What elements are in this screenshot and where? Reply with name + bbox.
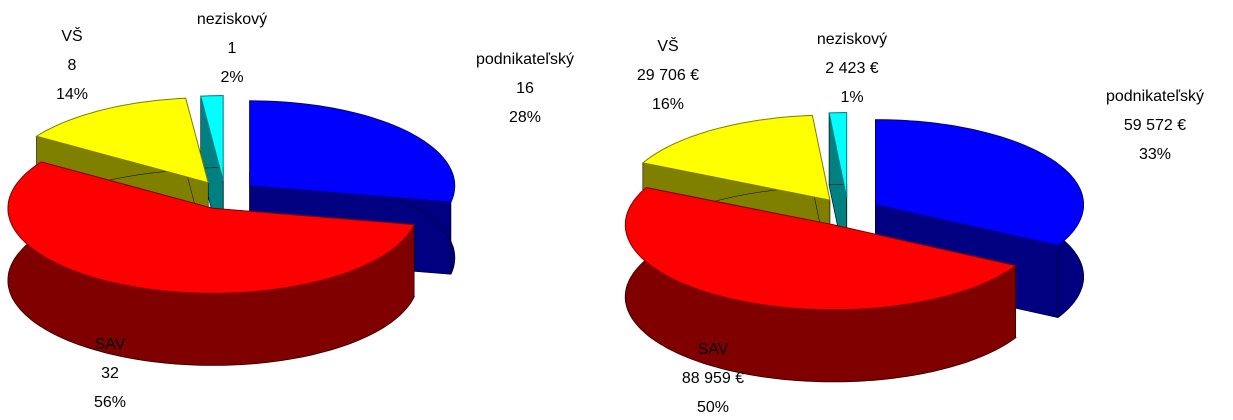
slice-value: 16 bbox=[516, 80, 534, 97]
slice-top bbox=[200, 95, 224, 181]
slice-name: VŠ bbox=[61, 26, 82, 45]
slice bbox=[624, 187, 1017, 383]
slice-name: neziskový bbox=[197, 11, 267, 28]
slice-percent: 14% bbox=[56, 86, 88, 103]
slice-top bbox=[624, 187, 1017, 311]
slice-value: 32 bbox=[101, 365, 119, 382]
slice-percent: 2% bbox=[220, 69, 243, 86]
slice-value: 88 959 € bbox=[682, 370, 744, 387]
slice-name: VŠ bbox=[657, 36, 678, 55]
slice-value: 8 bbox=[68, 57, 77, 74]
slice-top bbox=[641, 114, 831, 201]
slice-top bbox=[828, 112, 848, 198]
slice-percent: 33% bbox=[1139, 146, 1171, 163]
slice-top bbox=[7, 161, 415, 294]
slice-value: 29 706 € bbox=[637, 67, 699, 84]
slice-name: SAV bbox=[698, 341, 729, 358]
slice-name: SAV bbox=[95, 336, 126, 353]
slice-percent: 50% bbox=[697, 399, 729, 416]
slice-percent: 1% bbox=[840, 89, 863, 106]
slice-percent: 28% bbox=[509, 109, 541, 126]
slice-name: podnikateľský bbox=[476, 51, 574, 68]
slice-percent: 16% bbox=[652, 96, 684, 113]
slice-value: 1 bbox=[228, 40, 237, 57]
slice-value: 59 572 € bbox=[1124, 117, 1186, 134]
slice-top bbox=[35, 97, 209, 184]
slice bbox=[7, 161, 415, 366]
slice-value: 2 423 € bbox=[825, 60, 878, 77]
slice-top bbox=[875, 119, 1084, 247]
slice-top bbox=[249, 100, 456, 203]
slice-name: podnikateľský bbox=[1106, 88, 1204, 105]
slice-name: neziskový bbox=[817, 31, 887, 48]
slice-percent: 56% bbox=[94, 394, 126, 411]
